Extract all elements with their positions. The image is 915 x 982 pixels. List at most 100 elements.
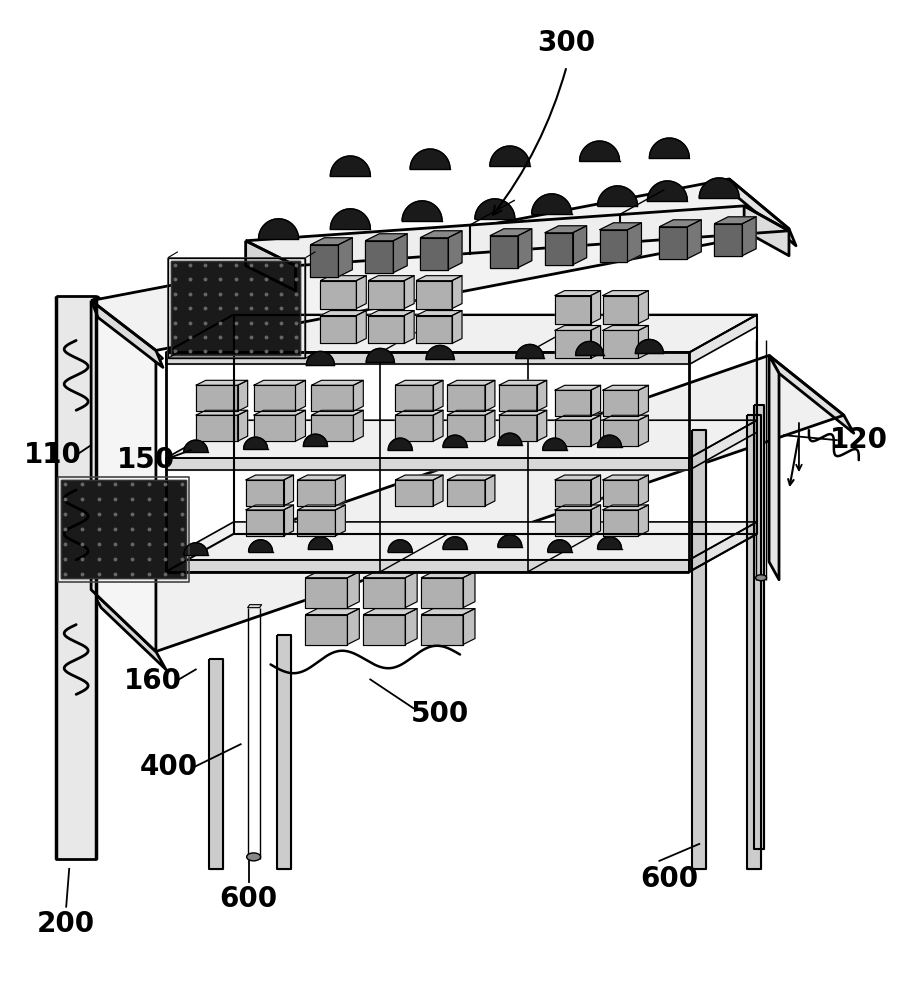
Polygon shape: [249, 540, 273, 552]
Polygon shape: [336, 505, 345, 536]
Ellipse shape: [756, 574, 767, 580]
Polygon shape: [416, 276, 462, 281]
Polygon shape: [420, 231, 462, 238]
Polygon shape: [171, 260, 300, 355]
Polygon shape: [687, 220, 701, 258]
Polygon shape: [447, 385, 485, 411]
Polygon shape: [395, 380, 443, 385]
Polygon shape: [597, 435, 621, 447]
Polygon shape: [311, 380, 363, 385]
Polygon shape: [689, 314, 757, 364]
Polygon shape: [754, 406, 764, 848]
Polygon shape: [296, 380, 306, 411]
Polygon shape: [245, 510, 284, 536]
Polygon shape: [421, 572, 475, 577]
Polygon shape: [554, 505, 600, 510]
Polygon shape: [306, 609, 360, 615]
Polygon shape: [353, 380, 363, 411]
Polygon shape: [410, 149, 450, 169]
Polygon shape: [92, 300, 156, 651]
Polygon shape: [576, 342, 604, 355]
Polygon shape: [388, 438, 412, 450]
Ellipse shape: [247, 853, 261, 861]
Polygon shape: [548, 540, 572, 552]
Polygon shape: [284, 505, 294, 536]
Polygon shape: [310, 245, 339, 277]
Polygon shape: [485, 380, 495, 411]
Polygon shape: [284, 475, 294, 506]
Polygon shape: [245, 480, 284, 506]
Polygon shape: [447, 410, 495, 415]
Polygon shape: [603, 475, 649, 480]
Polygon shape: [689, 420, 757, 470]
Polygon shape: [393, 234, 407, 273]
Polygon shape: [554, 420, 590, 446]
Polygon shape: [405, 609, 417, 644]
Polygon shape: [395, 385, 433, 411]
Polygon shape: [599, 223, 641, 230]
Polygon shape: [689, 521, 757, 572]
Polygon shape: [603, 331, 639, 358]
Polygon shape: [543, 438, 566, 450]
Polygon shape: [403, 201, 442, 221]
Polygon shape: [368, 281, 404, 308]
Polygon shape: [490, 236, 518, 268]
Polygon shape: [368, 310, 414, 315]
Polygon shape: [395, 475, 443, 480]
Polygon shape: [336, 475, 345, 506]
Polygon shape: [433, 475, 443, 506]
Polygon shape: [304, 434, 328, 446]
Polygon shape: [635, 340, 663, 354]
Text: 110: 110: [25, 441, 82, 469]
Polygon shape: [363, 572, 417, 577]
Polygon shape: [475, 199, 515, 219]
Polygon shape: [405, 572, 417, 608]
Polygon shape: [320, 310, 366, 315]
Polygon shape: [554, 385, 600, 390]
Polygon shape: [499, 415, 537, 441]
Polygon shape: [421, 609, 475, 615]
Polygon shape: [196, 410, 248, 415]
Polygon shape: [238, 410, 248, 441]
Polygon shape: [769, 355, 779, 579]
Polygon shape: [715, 217, 756, 224]
Polygon shape: [518, 229, 532, 268]
Polygon shape: [395, 410, 443, 415]
Polygon shape: [769, 355, 854, 433]
Polygon shape: [92, 297, 163, 362]
Polygon shape: [166, 560, 689, 572]
Polygon shape: [603, 291, 649, 296]
Polygon shape: [363, 609, 417, 615]
Polygon shape: [603, 505, 649, 510]
Polygon shape: [395, 415, 433, 441]
Polygon shape: [603, 415, 649, 420]
Polygon shape: [590, 291, 600, 323]
Polygon shape: [452, 276, 462, 308]
Polygon shape: [248, 605, 262, 608]
Polygon shape: [499, 385, 537, 411]
Polygon shape: [245, 475, 294, 480]
Polygon shape: [498, 535, 522, 547]
Polygon shape: [448, 231, 462, 270]
Polygon shape: [196, 415, 238, 441]
Polygon shape: [196, 380, 248, 385]
Polygon shape: [253, 410, 306, 415]
Polygon shape: [348, 609, 360, 644]
Polygon shape: [356, 276, 366, 308]
Polygon shape: [573, 226, 587, 265]
Polygon shape: [297, 475, 345, 480]
Polygon shape: [253, 385, 296, 411]
Polygon shape: [365, 241, 393, 273]
Polygon shape: [353, 410, 363, 441]
Polygon shape: [639, 505, 649, 536]
Polygon shape: [166, 314, 757, 353]
Polygon shape: [320, 315, 356, 344]
Polygon shape: [416, 315, 452, 344]
Polygon shape: [485, 410, 495, 441]
Polygon shape: [348, 572, 360, 608]
Polygon shape: [590, 325, 600, 358]
Polygon shape: [463, 609, 475, 644]
Text: 400: 400: [140, 753, 198, 781]
Polygon shape: [554, 331, 590, 358]
Polygon shape: [648, 181, 687, 201]
